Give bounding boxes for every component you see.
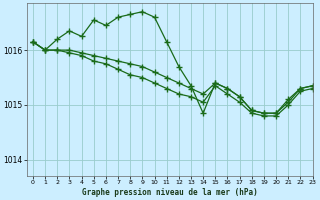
X-axis label: Graphe pression niveau de la mer (hPa): Graphe pression niveau de la mer (hPa) (82, 188, 258, 197)
